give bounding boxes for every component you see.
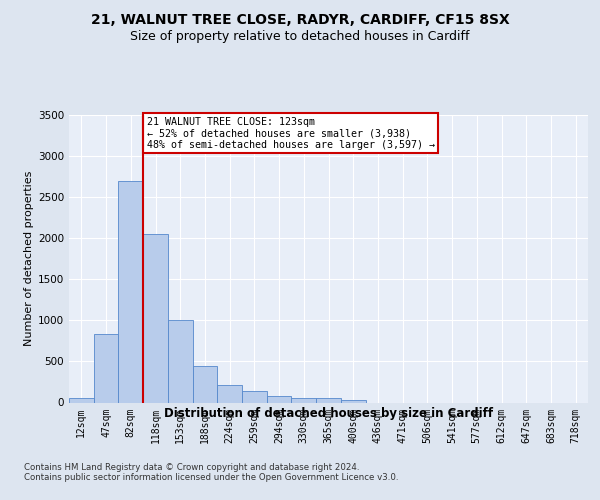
Bar	[69, 398, 94, 402]
Bar	[94, 334, 118, 402]
Bar	[118, 180, 143, 402]
Text: Distribution of detached houses by size in Cardiff: Distribution of detached houses by size …	[164, 408, 493, 420]
Bar	[341, 400, 365, 402]
Text: Contains HM Land Registry data © Crown copyright and database right 2024.
Contai: Contains HM Land Registry data © Crown c…	[24, 462, 398, 482]
Bar	[316, 398, 341, 402]
Bar	[193, 366, 217, 403]
Bar	[242, 391, 267, 402]
Bar	[217, 385, 242, 402]
Text: Size of property relative to detached houses in Cardiff: Size of property relative to detached ho…	[130, 30, 470, 43]
Y-axis label: Number of detached properties: Number of detached properties	[24, 171, 34, 346]
Bar	[292, 398, 316, 402]
Text: 21, WALNUT TREE CLOSE, RADYR, CARDIFF, CF15 8SX: 21, WALNUT TREE CLOSE, RADYR, CARDIFF, C…	[91, 12, 509, 26]
Text: 21 WALNUT TREE CLOSE: 123sqm
← 52% of detached houses are smaller (3,938)
48% of: 21 WALNUT TREE CLOSE: 123sqm ← 52% of de…	[147, 116, 435, 150]
Bar	[143, 234, 168, 402]
Bar	[168, 320, 193, 402]
Bar	[267, 396, 292, 402]
